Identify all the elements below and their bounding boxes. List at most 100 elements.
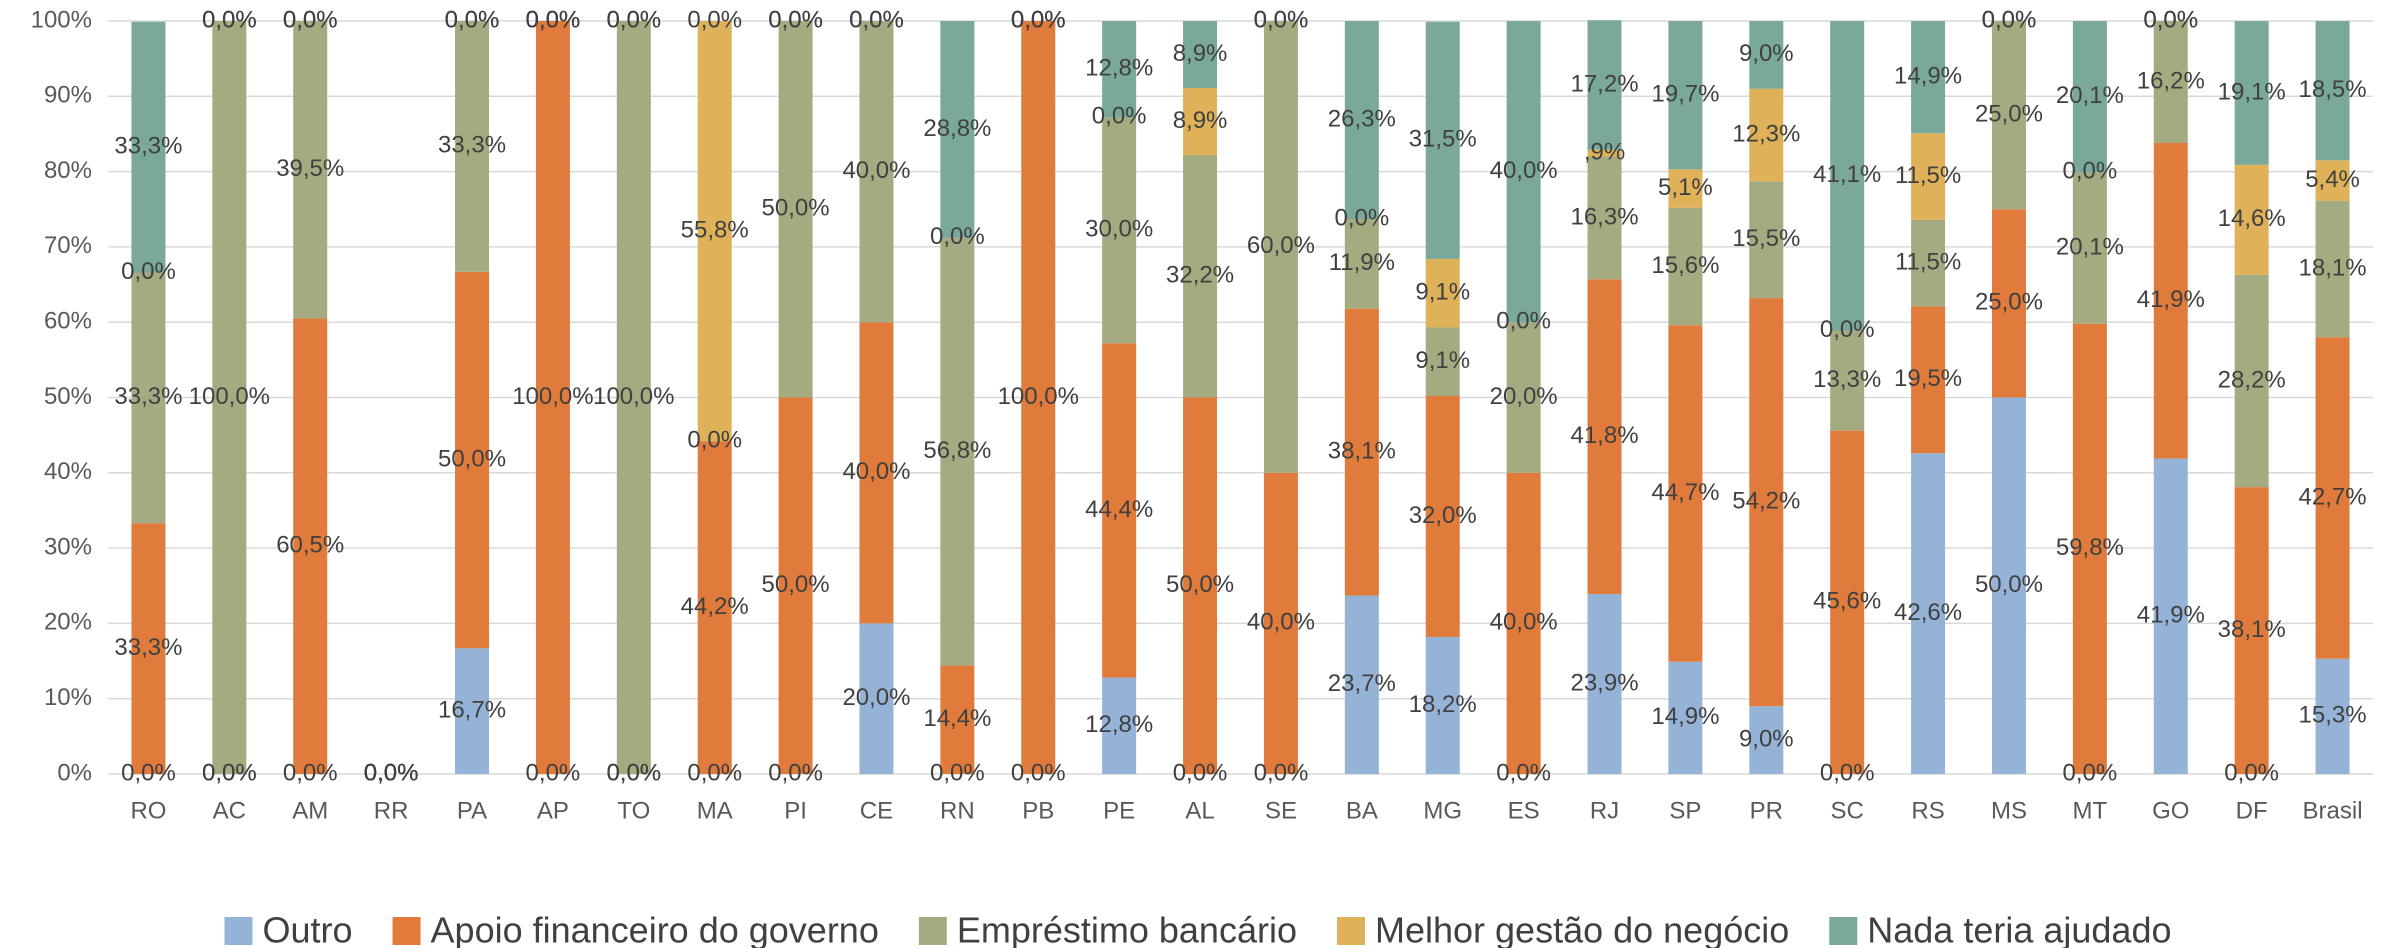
data-label: 0,0%	[2063, 158, 2118, 185]
bar-segment	[1506, 472, 1541, 774]
data-label: 28,8%	[923, 115, 991, 142]
data-label: 5,1%	[1658, 174, 1713, 201]
bar-segment	[2072, 21, 2107, 173]
bar-segment	[1749, 706, 1784, 774]
x-tick-label: DF	[2236, 797, 2268, 824]
data-label: 0,0%	[1011, 6, 1066, 33]
data-label: 20,1%	[2056, 82, 2124, 109]
data-label: 0,0%	[121, 258, 176, 285]
data-label: 25,0%	[1975, 100, 2043, 127]
data-label: 56,8%	[923, 437, 991, 464]
data-label: 0,0%	[202, 759, 257, 786]
data-label: 41,9%	[2137, 602, 2205, 629]
data-label: 20,1%	[2056, 233, 2124, 260]
data-label: 33,3%	[114, 634, 182, 661]
bar-segment	[1587, 149, 1622, 157]
x-tick-label: CE	[860, 797, 893, 824]
bar-segment	[1668, 169, 1703, 208]
data-label: 0,0%	[364, 759, 419, 786]
x-tick-label: RJ	[1590, 797, 1619, 824]
data-label: 19,1%	[2218, 78, 2286, 105]
data-label: 40,0%	[1490, 157, 1558, 184]
bar-segment	[2234, 164, 2269, 275]
data-label: 0,0%	[768, 6, 823, 33]
y-tick-label: 20%	[44, 609, 92, 636]
legend-label: Empréstimo bancário	[957, 910, 1297, 948]
bar-segment	[1749, 21, 1784, 89]
data-label: 11,9%	[1329, 249, 1395, 276]
data-label: 0,0%	[849, 6, 904, 33]
legend-swatch	[392, 917, 421, 945]
y-tick-label: 70%	[44, 232, 92, 259]
data-label: 100,0%	[512, 383, 593, 410]
data-label: 0,0%	[364, 759, 419, 786]
bar-segment	[1991, 209, 2026, 398]
x-tick-label: BA	[1346, 797, 1378, 824]
data-label: 0,0%	[445, 6, 500, 33]
data-label: 0,0%	[768, 759, 823, 786]
data-label: 0,0%	[2143, 6, 2198, 33]
data-label: 12,8%	[1085, 55, 1153, 82]
data-label: 0,0%	[526, 6, 581, 33]
data-label: 0,0%	[1820, 759, 1875, 786]
data-label: ,9%	[1584, 138, 1625, 165]
data-label: 38,1%	[2218, 616, 2286, 643]
bar-segment	[1183, 155, 1218, 398]
data-label: 0,0%	[121, 759, 176, 786]
data-label: 0,0%	[364, 759, 419, 786]
bar-segment	[697, 21, 732, 442]
x-tick-label: RO	[130, 797, 166, 824]
data-label: 0,0%	[202, 6, 257, 33]
data-label: 40,0%	[1247, 609, 1315, 636]
x-tick-label: RR	[374, 797, 409, 824]
x-tick-label: PA	[457, 797, 487, 824]
data-label: 50,0%	[1166, 571, 1234, 598]
data-label: 0,0%	[1334, 204, 1389, 231]
data-label: 0,0%	[283, 6, 338, 33]
bar-segment	[2315, 21, 2350, 161]
data-label: 0,0%	[526, 6, 581, 33]
data-label: 33,3%	[438, 132, 506, 159]
data-label: 8,9%	[1173, 40, 1228, 67]
x-tick-label: RS	[1911, 797, 1944, 824]
data-label: 0,0%	[768, 6, 823, 33]
bar-segment	[778, 21, 813, 398]
x-tick-label: TO	[617, 797, 650, 824]
data-label: 41,1%	[1813, 161, 1881, 188]
y-tick-label: 40%	[44, 458, 92, 485]
data-label: 0,0%	[1173, 759, 1228, 786]
data-label: 32,0%	[1409, 502, 1477, 529]
data-label: 0,0%	[687, 6, 742, 33]
bar-segment	[1911, 219, 1946, 307]
bar-segment	[1587, 156, 1622, 280]
data-label: 44,2%	[681, 593, 749, 620]
data-label: 13,3%	[1813, 366, 1881, 393]
bar-segment	[1344, 595, 1379, 774]
data-label: 8,9%	[1173, 107, 1228, 134]
data-label: 17,2%	[1570, 70, 1638, 97]
legend-swatch	[918, 917, 947, 945]
bar-segment	[1425, 21, 1460, 259]
data-label: 39,5%	[276, 155, 344, 182]
y-tick-label: 10%	[44, 684, 92, 711]
y-tick-label: 80%	[44, 157, 92, 184]
bar-segment	[2153, 21, 2188, 143]
data-label: 100,0%	[189, 383, 270, 410]
data-label: 0,0%	[1982, 6, 2037, 33]
data-label: 16,7%	[438, 696, 506, 723]
bar-segment	[293, 21, 328, 319]
data-label: 0,0%	[1254, 6, 1309, 33]
data-label: 0,0%	[1092, 103, 1147, 130]
bar-segment	[1021, 21, 1056, 774]
bar-segment	[940, 665, 975, 774]
bar-segment	[1183, 21, 1218, 89]
data-label: 42,7%	[2299, 483, 2367, 510]
data-label: 44,4%	[1085, 496, 1153, 523]
data-label: 0,0%	[1820, 316, 1875, 343]
bar-segment	[859, 21, 894, 323]
data-label: 100,0%	[998, 383, 1079, 410]
bar-segment	[131, 272, 166, 524]
data-label: 14,4%	[923, 705, 991, 732]
data-label: 25,0%	[1975, 289, 2043, 316]
